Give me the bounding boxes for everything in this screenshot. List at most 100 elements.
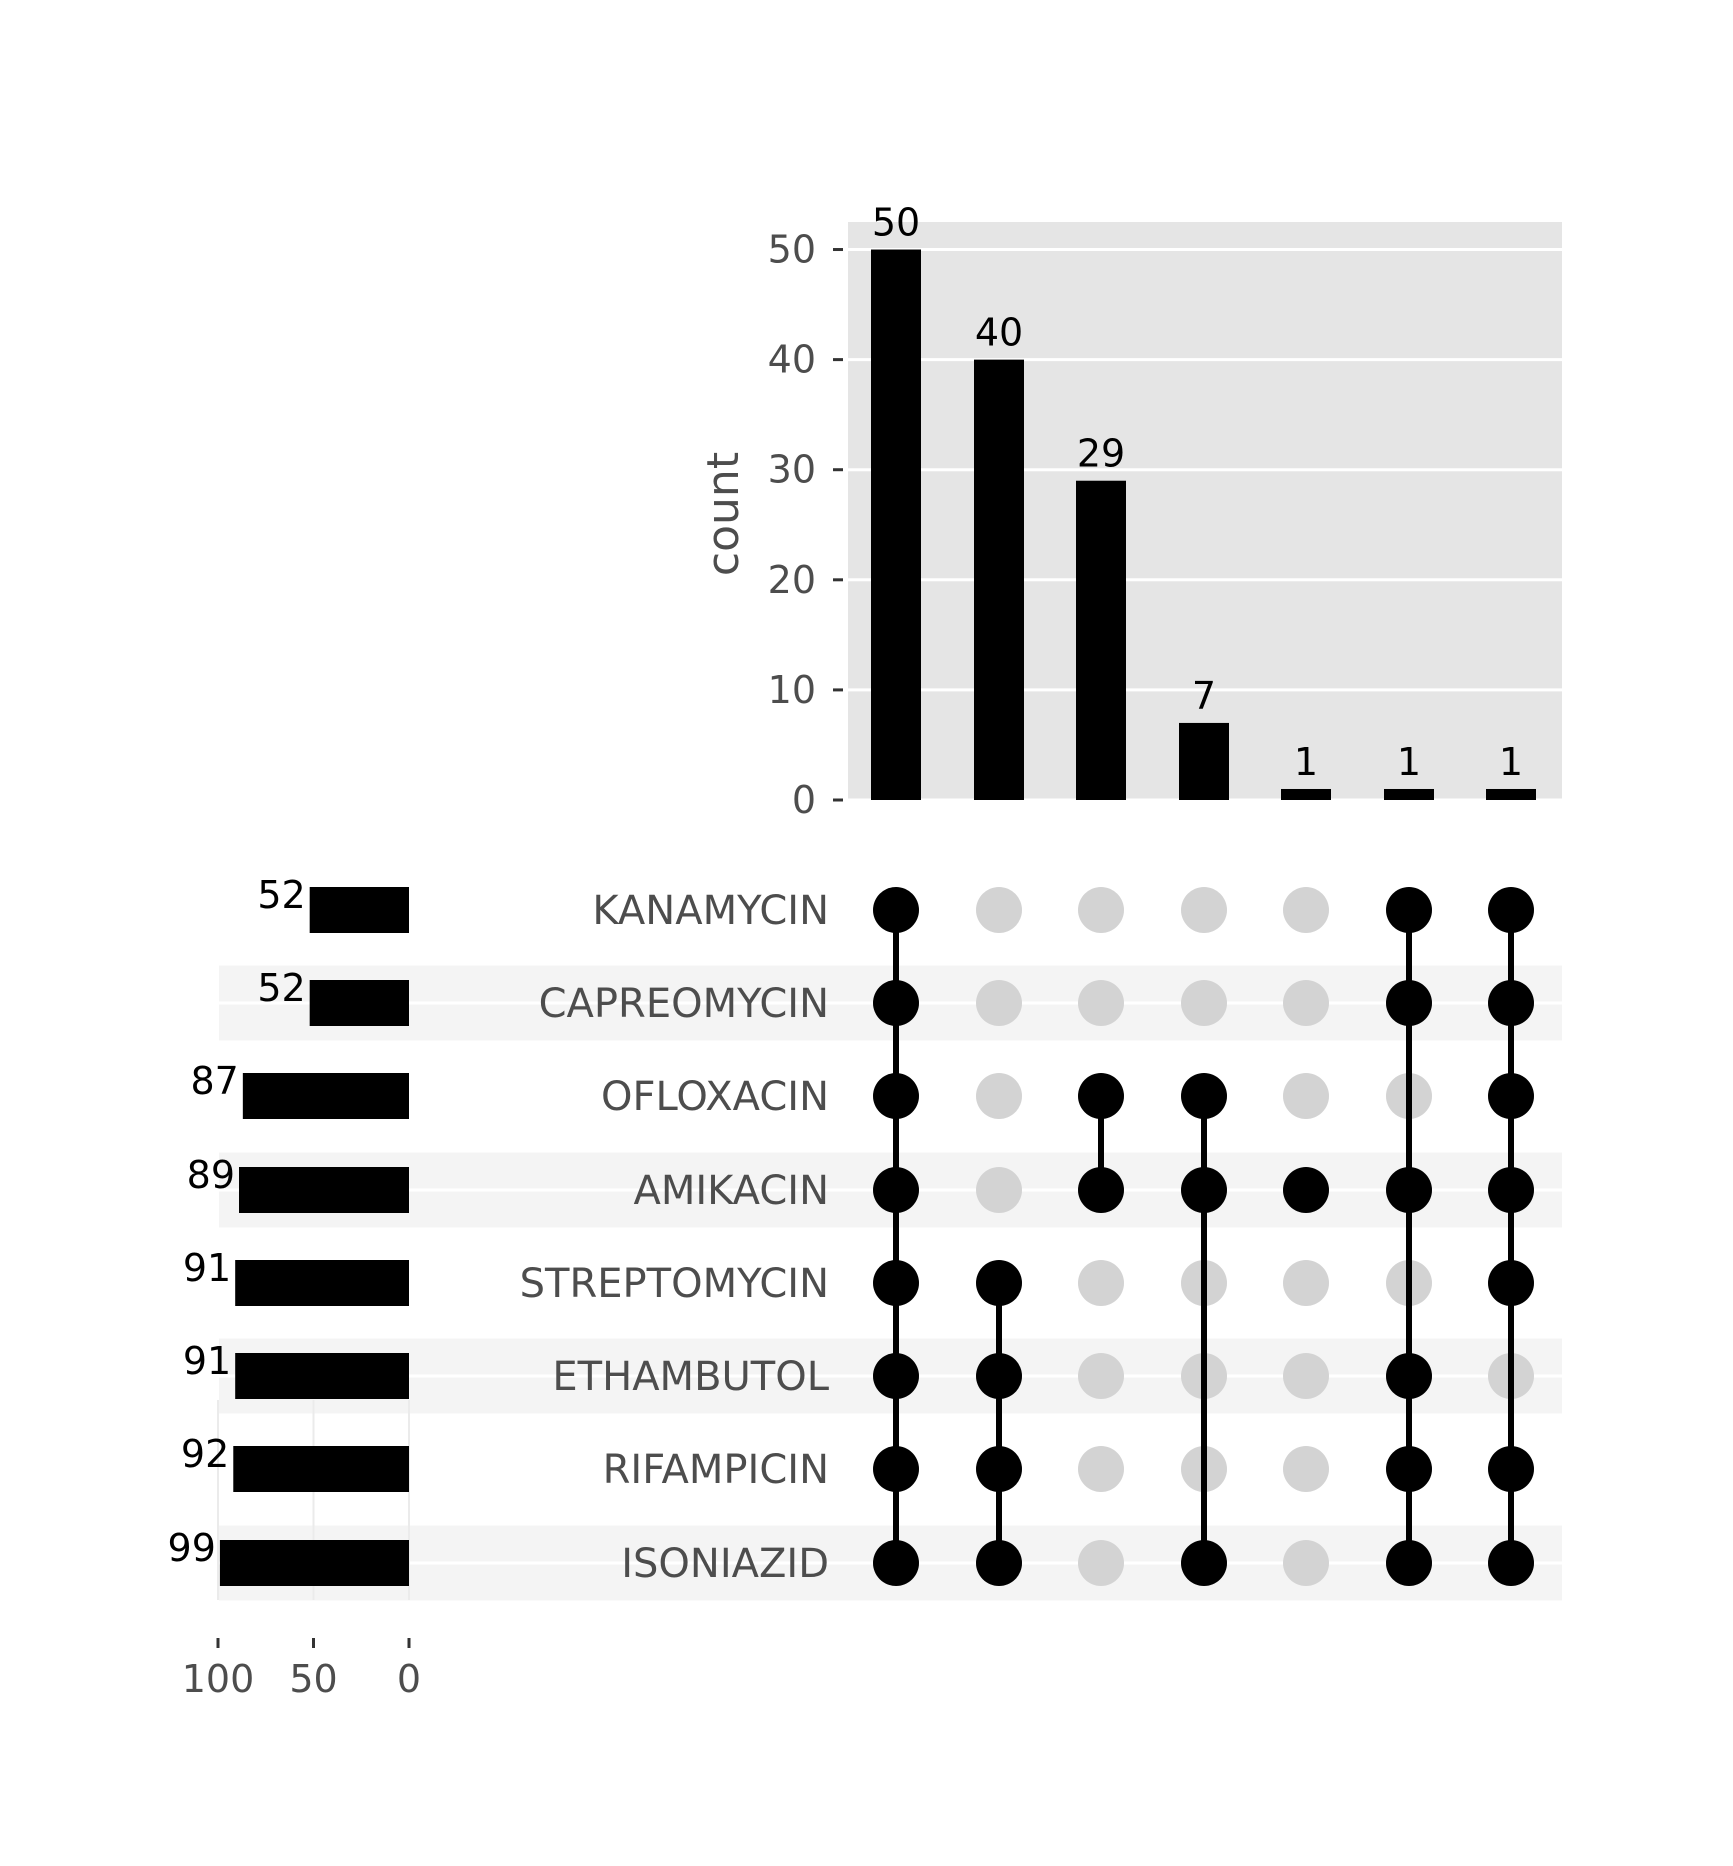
set-label: CAPREOMYCIN — [539, 981, 829, 1027]
intersection-bar-label: 29 — [1077, 432, 1125, 476]
matrix-dot-active — [873, 1446, 919, 1492]
set-size-bar — [235, 1353, 409, 1399]
matrix-dot-inactive — [976, 887, 1022, 933]
intersection-bar — [1076, 480, 1126, 800]
intersection-bar — [1179, 722, 1229, 800]
matrix-dot-active — [1488, 1540, 1534, 1586]
intersection-bar-label: 40 — [975, 311, 1023, 355]
y-tick-label: 30 — [768, 448, 816, 492]
matrix-dot-active — [873, 1260, 919, 1306]
intersection-bar-label: 50 — [872, 201, 920, 245]
intersection-bar — [974, 359, 1024, 800]
matrix-dot-inactive — [976, 980, 1022, 1026]
matrix-dot-inactive — [1078, 1260, 1124, 1306]
matrix-dot-inactive — [976, 1167, 1022, 1213]
matrix-dot-active — [1488, 1446, 1534, 1492]
set-label: KANAMYCIN — [592, 888, 829, 934]
set-size-bar-label: 87 — [190, 1059, 238, 1103]
y-tick-label: 40 — [768, 338, 816, 382]
matrix-dot-active — [873, 1540, 919, 1586]
matrix-dot-active — [1181, 1540, 1227, 1586]
matrix-dot-active — [873, 1353, 919, 1399]
intersection-bar-label: 1 — [1294, 740, 1318, 784]
matrix-dot-inactive — [1078, 1540, 1124, 1586]
y-tick-label: 0 — [792, 778, 816, 822]
matrix-dot-inactive — [1181, 887, 1227, 933]
intersection-bar-panel: 0 10 20 30 40 50 count 50 40 29 7 1 1 1 — [698, 201, 1562, 822]
matrix-dot-inactive — [1283, 980, 1329, 1026]
set-label: OFLOXACIN — [601, 1074, 829, 1120]
set-size-bar — [219, 1540, 409, 1586]
set-size-tick-label: 0 — [397, 1657, 421, 1701]
matrix-dot-active — [1181, 1167, 1227, 1213]
matrix-dot-active — [1386, 1540, 1432, 1586]
intersection-panel-background — [848, 222, 1562, 800]
intersection-bar — [1281, 788, 1331, 800]
y-axis-label: count — [698, 452, 749, 576]
matrix-dot-active — [1488, 1073, 1534, 1119]
matrix-dot-active — [976, 1353, 1022, 1399]
matrix-dot-inactive — [1078, 980, 1124, 1026]
matrix-dot-active — [1488, 1167, 1534, 1213]
matrix-dot-inactive — [1283, 1446, 1329, 1492]
matrix-dot-inactive — [1283, 1540, 1329, 1586]
matrix-dot-active — [1386, 1167, 1432, 1213]
matrix-dot-active — [976, 1540, 1022, 1586]
set-size-bar-label: 89 — [187, 1153, 235, 1197]
set-size-bar — [309, 887, 409, 933]
y-tick-label: 20 — [768, 558, 816, 602]
set-label: AMIKACIN — [633, 1168, 829, 1214]
matrix-dot-inactive — [1283, 1260, 1329, 1306]
matrix-dot-active — [1078, 1073, 1124, 1119]
membership-matrix: KANAMYCIN CAPREOMYCIN OFLOXACIN AMIKACIN STR… — [219, 887, 1562, 1601]
set-size-bar-label: 92 — [181, 1432, 229, 1476]
set-label: RIFAMPICIN — [603, 1447, 829, 1493]
set-label: ISONIAZID — [621, 1541, 829, 1587]
matrix-dot-active — [1181, 1073, 1227, 1119]
intersection-bar-label: 1 — [1397, 740, 1421, 784]
set-size-tick-label: 100 — [182, 1657, 255, 1701]
set-size-tick-label: 50 — [289, 1657, 337, 1701]
matrix-dot-inactive — [1283, 1353, 1329, 1399]
set-label: STREPTOMYCIN — [520, 1261, 829, 1307]
set-size-bar-label: 52 — [257, 873, 305, 917]
matrix-dot-active — [1386, 980, 1432, 1026]
set-size-bar — [309, 980, 409, 1026]
set-size-bar — [235, 1260, 409, 1306]
matrix-dot-active — [1386, 1353, 1432, 1399]
set-size-bar-label: 91 — [183, 1339, 231, 1383]
matrix-dot-active — [1283, 1167, 1329, 1213]
matrix-dot-active — [1386, 887, 1432, 933]
matrix-dot-active — [873, 980, 919, 1026]
set-size-bar-label: 91 — [183, 1246, 231, 1290]
matrix-dot-inactive — [1078, 1353, 1124, 1399]
matrix-dot-active — [1488, 887, 1534, 933]
matrix-dot-active — [1386, 1446, 1432, 1492]
set-size-bar-label: 52 — [257, 966, 305, 1010]
set-size-bar — [242, 1073, 409, 1119]
matrix-dot-active — [1488, 1260, 1534, 1306]
set-label: ETHAMBUTOL — [552, 1354, 829, 1400]
set-size-bar-label: 99 — [168, 1526, 216, 1570]
y-tick-label: 10 — [768, 668, 816, 712]
matrix-dot-active — [1488, 980, 1534, 1026]
intersection-bar — [871, 249, 921, 800]
matrix-dot-active — [976, 1260, 1022, 1306]
matrix-dot-inactive — [1078, 1446, 1124, 1492]
matrix-dot-inactive — [1078, 887, 1124, 933]
matrix-dot-inactive — [1283, 887, 1329, 933]
intersection-bar — [1384, 788, 1434, 800]
set-size-bar — [239, 1167, 409, 1213]
set-size-panel: 52 52 87 89 91 91 92 99 100 50 0 — [168, 873, 422, 1701]
matrix-dot-active — [976, 1446, 1022, 1492]
intersection-bar — [1486, 788, 1536, 800]
intersection-bar-label: 7 — [1192, 674, 1216, 718]
matrix-dot-inactive — [1181, 980, 1227, 1026]
matrix-dot-active — [1078, 1167, 1124, 1213]
intersection-bar-label: 1 — [1499, 740, 1523, 784]
matrix-dot-active — [873, 1073, 919, 1119]
y-tick-label: 50 — [768, 228, 816, 272]
matrix-dot-inactive — [1283, 1073, 1329, 1119]
set-size-bar — [233, 1446, 409, 1492]
